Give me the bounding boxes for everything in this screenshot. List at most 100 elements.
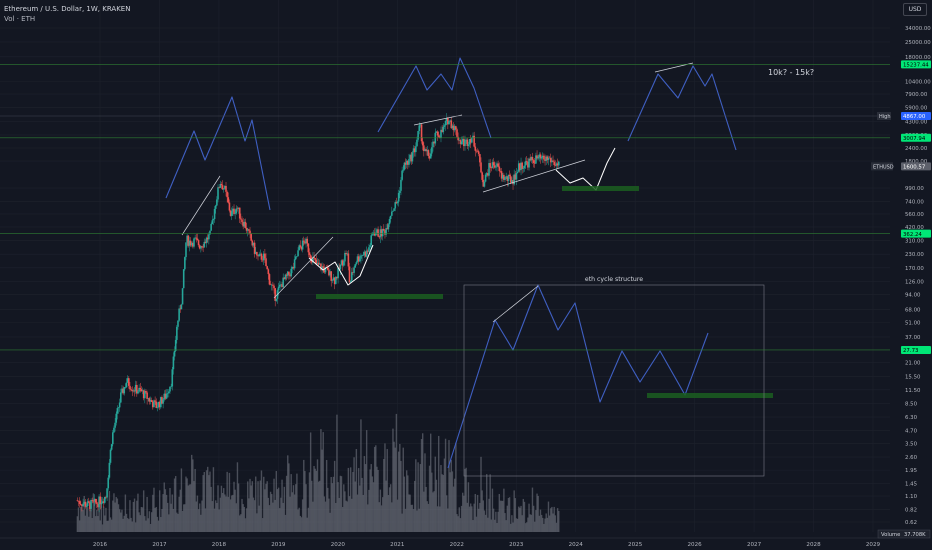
volume-bar	[417, 462, 419, 532]
candle-body	[320, 263, 322, 270]
candle-body	[257, 255, 259, 257]
candle-body	[393, 208, 395, 211]
volume-bar	[197, 509, 200, 532]
candle-body	[402, 169, 405, 171]
candle-body	[211, 220, 214, 224]
candle-body	[188, 240, 191, 246]
volume-bar	[154, 507, 156, 532]
volume-bar	[188, 484, 191, 532]
candle-body	[321, 266, 323, 270]
volume-bar	[137, 493, 139, 532]
volume-bar	[311, 480, 313, 532]
y-tick-label: 4.70	[905, 428, 918, 434]
volume-bar	[535, 510, 537, 532]
volume-bar	[191, 454, 193, 532]
volume-bar	[325, 459, 328, 532]
currency-button[interactable]: USD	[903, 3, 927, 16]
candle-body	[509, 176, 512, 183]
candle-body	[197, 240, 200, 246]
volume-bar	[82, 509, 84, 532]
volume-bar	[249, 478, 251, 532]
candle-body	[544, 159, 546, 161]
volume-bar	[428, 465, 431, 532]
candle-body	[338, 267, 341, 270]
candle-body	[170, 386, 172, 388]
candle-body	[269, 284, 272, 286]
volume-bar	[524, 523, 527, 532]
candle-body	[137, 391, 139, 394]
volume-bar	[368, 489, 370, 532]
volume-bar	[528, 503, 530, 532]
volume-bar	[379, 489, 382, 532]
candle-body	[104, 496, 106, 503]
white-path	[308, 244, 374, 286]
volume-bar	[419, 464, 422, 532]
volume-bar	[339, 475, 342, 532]
volume-bar	[434, 456, 436, 532]
candle-body	[225, 185, 227, 192]
volume-bar	[165, 494, 168, 532]
candle-body	[314, 258, 317, 260]
volume-bar	[178, 496, 180, 532]
support-zone	[316, 294, 443, 299]
volume-bar	[404, 508, 407, 532]
volume-bar	[251, 481, 254, 532]
candle-body	[260, 253, 263, 260]
candle-body	[415, 146, 417, 153]
candle-body	[362, 255, 365, 256]
candle-body	[515, 173, 518, 180]
candle-body	[420, 124, 423, 142]
volume-bar	[513, 490, 515, 532]
volume-bar	[232, 494, 234, 532]
candle-body	[423, 145, 425, 151]
candle-body	[329, 271, 331, 276]
candle-body	[76, 500, 79, 501]
y-tick-label: 1.45	[905, 482, 917, 488]
candle-body	[410, 154, 413, 162]
candle-body	[463, 138, 465, 147]
candle-body	[84, 501, 87, 507]
volume-bar	[321, 449, 323, 532]
volume-bar	[292, 485, 295, 532]
candle-body	[485, 173, 488, 175]
candle-body	[370, 235, 373, 246]
volume-bar	[245, 508, 248, 532]
candle-body	[493, 165, 496, 168]
volume-bar	[329, 512, 331, 532]
candle-body	[380, 229, 383, 237]
volume-bar	[92, 493, 95, 532]
candle-body	[198, 245, 201, 249]
candle-body	[250, 234, 252, 241]
volume-bar	[107, 520, 109, 532]
candle-body	[288, 271, 290, 275]
volume-bar	[90, 509, 92, 532]
volume-bar	[180, 468, 183, 532]
candle-body	[285, 274, 288, 276]
volume-bar	[362, 494, 364, 532]
volume-bar	[83, 495, 85, 532]
trend-line	[181, 175, 221, 236]
volume-bar	[269, 491, 272, 532]
price-axis: 34000.00 25000.00 18000.00 10400.00 7900.00 5…	[905, 26, 931, 526]
volume-bar	[267, 497, 270, 532]
candle-body	[256, 251, 258, 256]
candle-body	[479, 154, 481, 163]
volume-bar	[126, 518, 129, 532]
candle-body	[333, 277, 336, 285]
chart-grid	[0, 0, 890, 532]
candle-body	[248, 229, 250, 231]
volume-bar	[481, 490, 483, 532]
candle-body	[421, 141, 424, 146]
volume-bar	[276, 489, 279, 532]
candle-body	[91, 499, 94, 501]
candle-body	[77, 500, 80, 502]
candle-body	[419, 124, 422, 126]
candle-body	[416, 139, 418, 147]
candle-body	[293, 259, 296, 269]
candle-body	[465, 139, 467, 141]
x-tick-label: 2025	[628, 542, 643, 548]
candle-body	[514, 174, 517, 180]
volume-bar	[203, 472, 205, 532]
volume-bar	[169, 488, 171, 532]
